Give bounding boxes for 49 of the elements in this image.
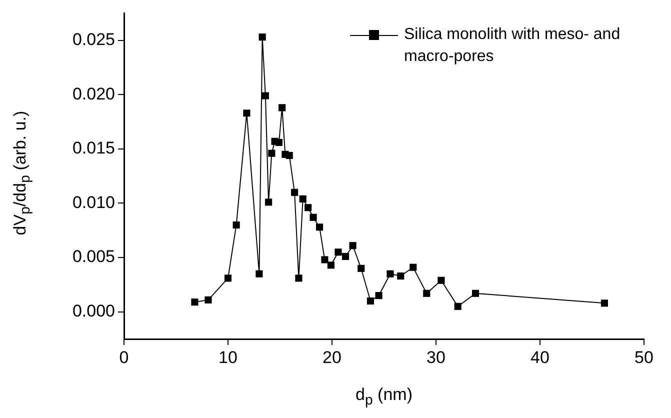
point <box>295 274 302 282</box>
point <box>327 262 334 269</box>
point <box>268 150 276 157</box>
point <box>334 248 342 256</box>
y-tick-label: 0.020 <box>72 84 115 104</box>
point <box>299 195 306 202</box>
y-tick-label: 0.025 <box>72 30 115 50</box>
point <box>375 292 382 300</box>
x-tick-label: 50 <box>634 348 654 367</box>
point <box>232 221 240 229</box>
point <box>321 256 328 264</box>
point <box>386 270 394 278</box>
point <box>600 300 608 307</box>
x-tick-label: 40 <box>530 348 550 367</box>
point <box>275 138 282 146</box>
y-tick-label: 0.015 <box>72 138 115 158</box>
point <box>278 104 286 112</box>
point <box>410 264 417 271</box>
point <box>256 270 263 278</box>
point <box>304 204 312 212</box>
legend-label: Silica monolith with meso- and macro-pores <box>404 25 622 67</box>
point <box>472 290 480 297</box>
point <box>316 224 324 231</box>
x-tick-label: 30 <box>426 348 446 367</box>
point <box>310 214 317 221</box>
point <box>204 296 212 304</box>
x-axis-title: d$_{p}$ (nm) <box>355 385 413 408</box>
x-tick-label: 20 <box>322 348 342 367</box>
point <box>397 272 404 280</box>
x-tick-label: 0 <box>119 348 129 367</box>
point <box>454 302 462 310</box>
point <box>342 252 350 260</box>
point <box>286 152 293 159</box>
point <box>438 276 445 284</box>
y-tick-label: 0.005 <box>72 247 115 266</box>
point <box>358 264 365 272</box>
point <box>258 34 266 41</box>
point <box>423 290 430 297</box>
x-tick-label: 10 <box>218 348 238 367</box>
y-tick-label: 0.000 <box>72 302 115 321</box>
point <box>366 297 374 305</box>
y-tick-label: 0.010 <box>72 192 115 212</box>
point <box>349 242 356 250</box>
point <box>291 188 298 196</box>
point <box>191 298 198 306</box>
point <box>243 110 250 117</box>
point <box>265 198 272 206</box>
point <box>224 274 232 282</box>
point <box>262 92 269 100</box>
